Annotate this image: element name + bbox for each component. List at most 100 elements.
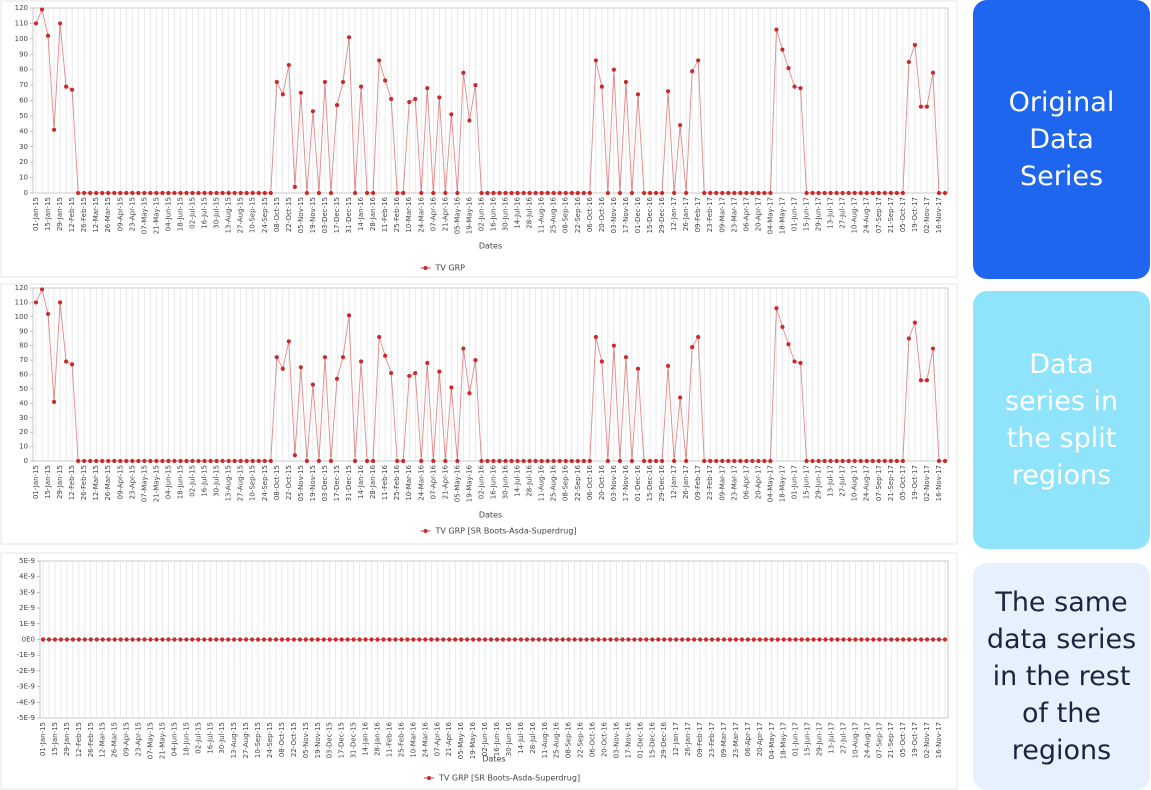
data-point	[274, 79, 279, 85]
data-point	[238, 190, 243, 196]
data-point	[346, 313, 352, 318]
data-point	[626, 637, 631, 642]
data-point	[328, 190, 334, 196]
data-point	[321, 637, 326, 642]
data-point	[292, 184, 297, 189]
data-point	[852, 190, 857, 196]
x-tick-label: 24-Sep-15	[261, 197, 269, 233]
data-point	[395, 458, 400, 464]
x-tick-label: 10-Mar-16	[409, 721, 417, 757]
data-point	[877, 637, 882, 642]
data-point	[51, 399, 57, 404]
data-point	[635, 92, 641, 97]
data-point	[882, 458, 887, 464]
data-point	[659, 458, 665, 464]
data-point	[557, 458, 562, 464]
data-point	[578, 637, 583, 642]
data-point	[593, 334, 598, 340]
x-tick-label: 09-Apr-15	[123, 722, 131, 756]
x-tick-label: 03-Dec-15	[326, 722, 334, 758]
x-tick-label: 05-Oct-17	[899, 722, 907, 757]
data-point	[521, 458, 526, 464]
data-point	[846, 190, 851, 196]
x-tick-label: 21-Sep-17	[887, 197, 895, 233]
data-point	[202, 637, 207, 642]
data-point	[196, 458, 201, 464]
x-tick-label: 23-Mar-17	[730, 197, 738, 233]
data-point	[389, 370, 394, 376]
data-point	[40, 637, 46, 642]
data-point	[393, 637, 398, 642]
data-point	[304, 458, 309, 464]
data-point	[449, 112, 454, 117]
x-tick-label: 08-Sep-16	[562, 464, 570, 501]
x-tick-label: 04-May-17	[768, 722, 776, 759]
data-point	[620, 637, 625, 642]
data-point	[118, 637, 123, 642]
y-tick-label: 10	[19, 443, 28, 451]
data-point	[907, 637, 912, 642]
data-point	[696, 58, 701, 63]
x-tick-label: 04-Jun-15	[170, 722, 178, 756]
data-point	[895, 637, 900, 642]
y-tick-label: -4E-9	[17, 698, 35, 706]
data-point	[786, 66, 791, 71]
x-tick-label: 17-Nov-16	[622, 196, 630, 233]
y-tick-label: 70	[19, 356, 28, 364]
data-point	[383, 78, 388, 83]
data-point	[413, 370, 418, 376]
data-point	[804, 458, 809, 464]
data-point	[545, 190, 550, 196]
x-tick-label: 03-Dec-15	[321, 197, 329, 233]
x-tick-label: 29-Jun-17	[815, 197, 823, 231]
data-point	[154, 637, 159, 642]
x-tick-label: 11-Feb-16	[381, 464, 389, 500]
panel-line: data series	[986, 624, 1137, 655]
y-tick-label: 50	[19, 385, 28, 393]
y-tick-label: -2E-9	[17, 667, 35, 675]
data-point	[551, 458, 556, 464]
data-point	[697, 637, 703, 642]
legend-marker	[423, 266, 428, 270]
data-point	[762, 458, 767, 464]
data-point	[297, 637, 302, 642]
data-point	[453, 637, 458, 642]
data-point	[118, 190, 123, 196]
data-point	[262, 458, 267, 464]
data-point	[190, 637, 195, 642]
x-tick-label: 28-Jan-16	[369, 196, 377, 231]
x-tick-label: 29-Dec-16	[658, 464, 666, 501]
x-tick-label: 30-Jul-15	[218, 722, 226, 754]
x-tick-label: 16-Jun-16	[490, 464, 498, 499]
data-point	[900, 458, 905, 464]
x-tick-label: 21-May-15	[158, 722, 166, 759]
x-tick-label: 26-Jan-17	[682, 197, 690, 231]
data-point	[876, 190, 881, 196]
data-point	[106, 190, 111, 196]
x-tick-label: 22-Sep-16	[574, 464, 582, 501]
data-point	[33, 21, 39, 26]
x-tick-label: 18-May-17	[780, 722, 788, 759]
x-tick-label: 24-Aug-17	[863, 722, 871, 758]
x-tick-label: 07-Apr-16	[429, 196, 437, 231]
data-point	[864, 190, 869, 196]
data-point	[429, 637, 434, 642]
x-tick-label: 17-Dec-15	[338, 722, 346, 758]
data-point	[250, 458, 255, 464]
x-tick-label: 18-Jun-15	[176, 197, 184, 231]
data-point	[280, 92, 285, 97]
data-point	[924, 104, 930, 109]
x-tick-label: 19-Oct-17	[911, 465, 919, 500]
x-tick-label: 19-Nov-15	[309, 197, 317, 233]
data-point	[148, 458, 153, 464]
x-tick-label: 23-Mar-17	[730, 465, 738, 501]
data-point	[401, 190, 406, 196]
x-tick-label: 12-Jan-17	[670, 465, 678, 499]
data-point	[678, 395, 683, 400]
x-tick-label: 25-Feb-16	[393, 196, 401, 232]
x-tick-label: 29-Jan-15	[56, 465, 64, 499]
data-point	[503, 190, 508, 196]
data-point	[678, 123, 683, 128]
data-point	[672, 458, 677, 464]
data-point	[196, 637, 201, 642]
